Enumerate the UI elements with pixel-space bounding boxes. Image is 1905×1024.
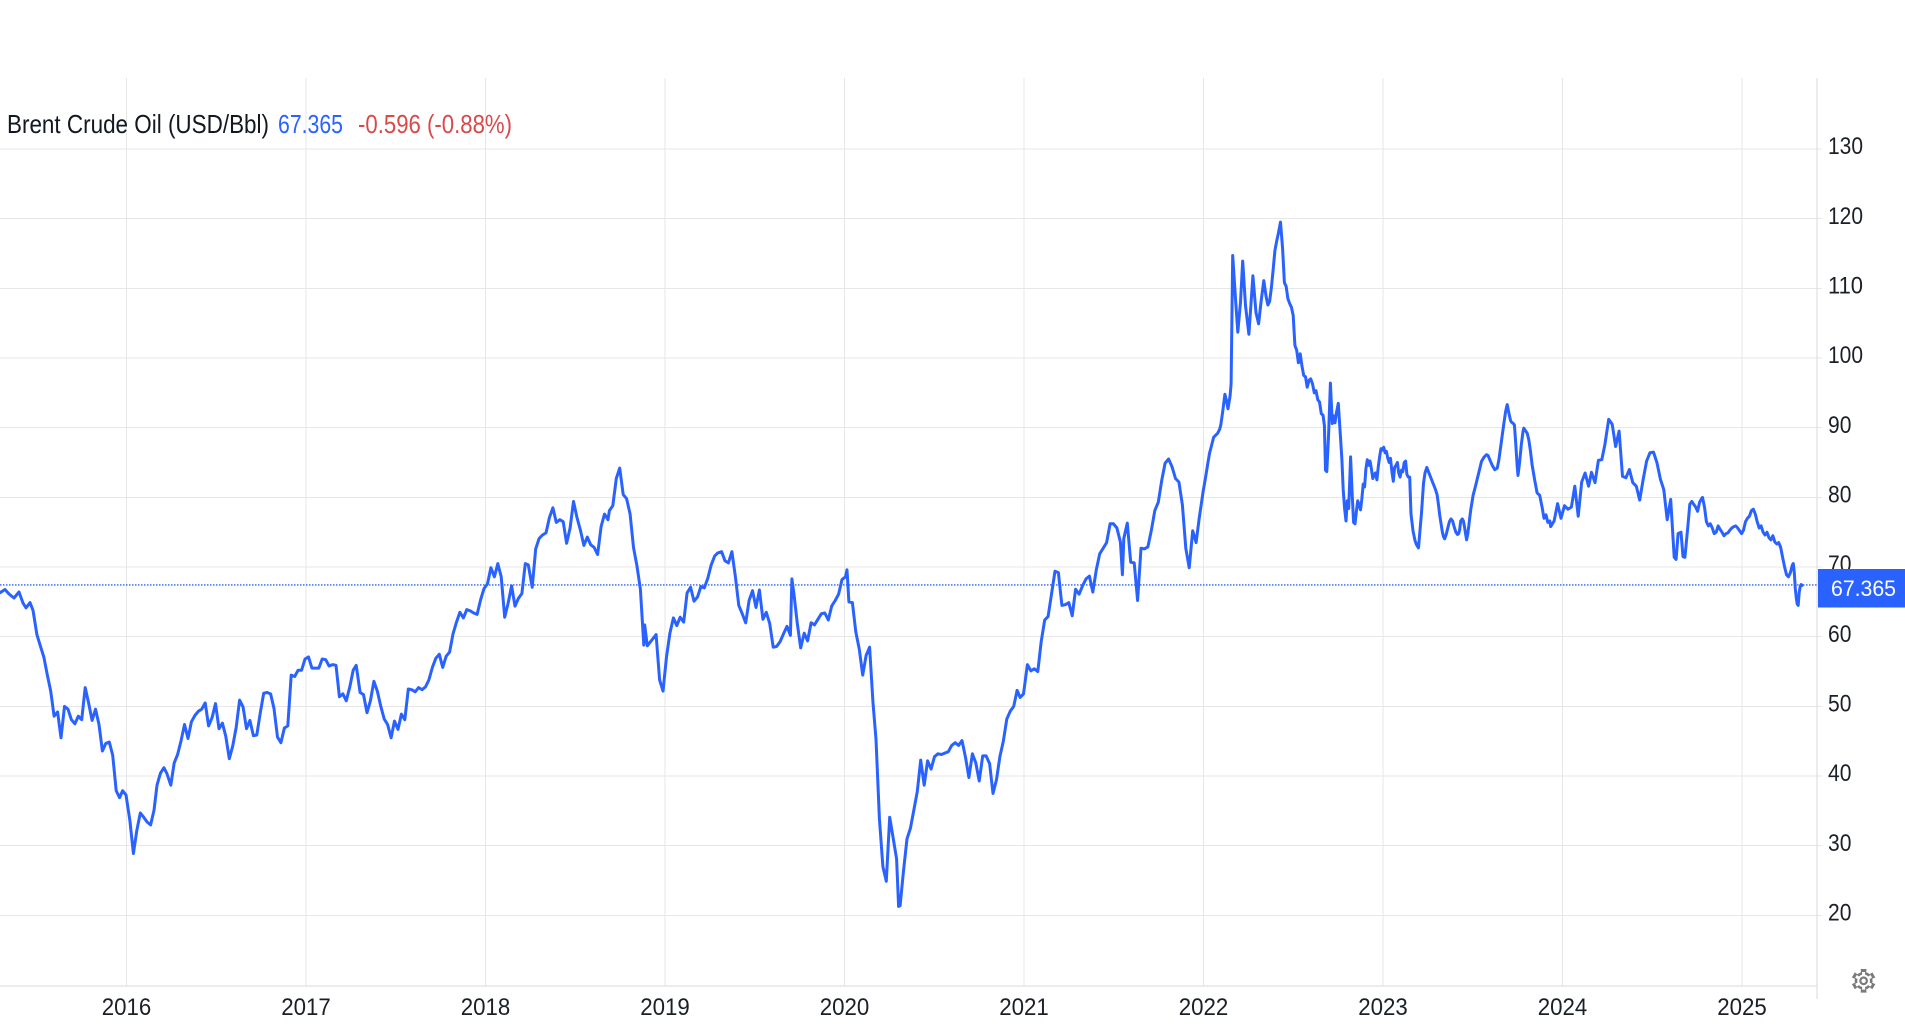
svg-text:100: 100 xyxy=(1828,342,1863,369)
svg-text:40: 40 xyxy=(1828,760,1851,787)
svg-text:Brent Crude Oil (USD/Bbl): Brent Crude Oil (USD/Bbl) xyxy=(7,109,269,139)
svg-text:2019: 2019 xyxy=(640,994,690,1021)
svg-text:2016: 2016 xyxy=(102,994,152,1021)
svg-text:67.365: 67.365 xyxy=(278,109,343,139)
svg-text:110: 110 xyxy=(1828,273,1863,300)
svg-text:120: 120 xyxy=(1828,203,1863,230)
svg-text:80: 80 xyxy=(1828,482,1851,509)
svg-text:2020: 2020 xyxy=(820,994,870,1021)
svg-text:67.365: 67.365 xyxy=(1831,576,1896,601)
svg-text:130: 130 xyxy=(1828,133,1863,160)
svg-text:90: 90 xyxy=(1828,412,1851,439)
svg-text:2018: 2018 xyxy=(461,994,511,1021)
svg-text:-0.596 (-0.88%): -0.596 (-0.88%) xyxy=(358,109,512,139)
svg-text:50: 50 xyxy=(1828,691,1851,718)
svg-text:2024: 2024 xyxy=(1538,994,1588,1021)
svg-text:2025: 2025 xyxy=(1717,994,1767,1021)
svg-text:60: 60 xyxy=(1828,621,1851,648)
svg-text:2023: 2023 xyxy=(1358,994,1408,1021)
svg-text:20: 20 xyxy=(1828,900,1851,927)
svg-text:2021: 2021 xyxy=(999,994,1049,1021)
svg-text:30: 30 xyxy=(1828,830,1851,857)
svg-text:2022: 2022 xyxy=(1179,994,1229,1021)
svg-text:2017: 2017 xyxy=(281,994,331,1021)
